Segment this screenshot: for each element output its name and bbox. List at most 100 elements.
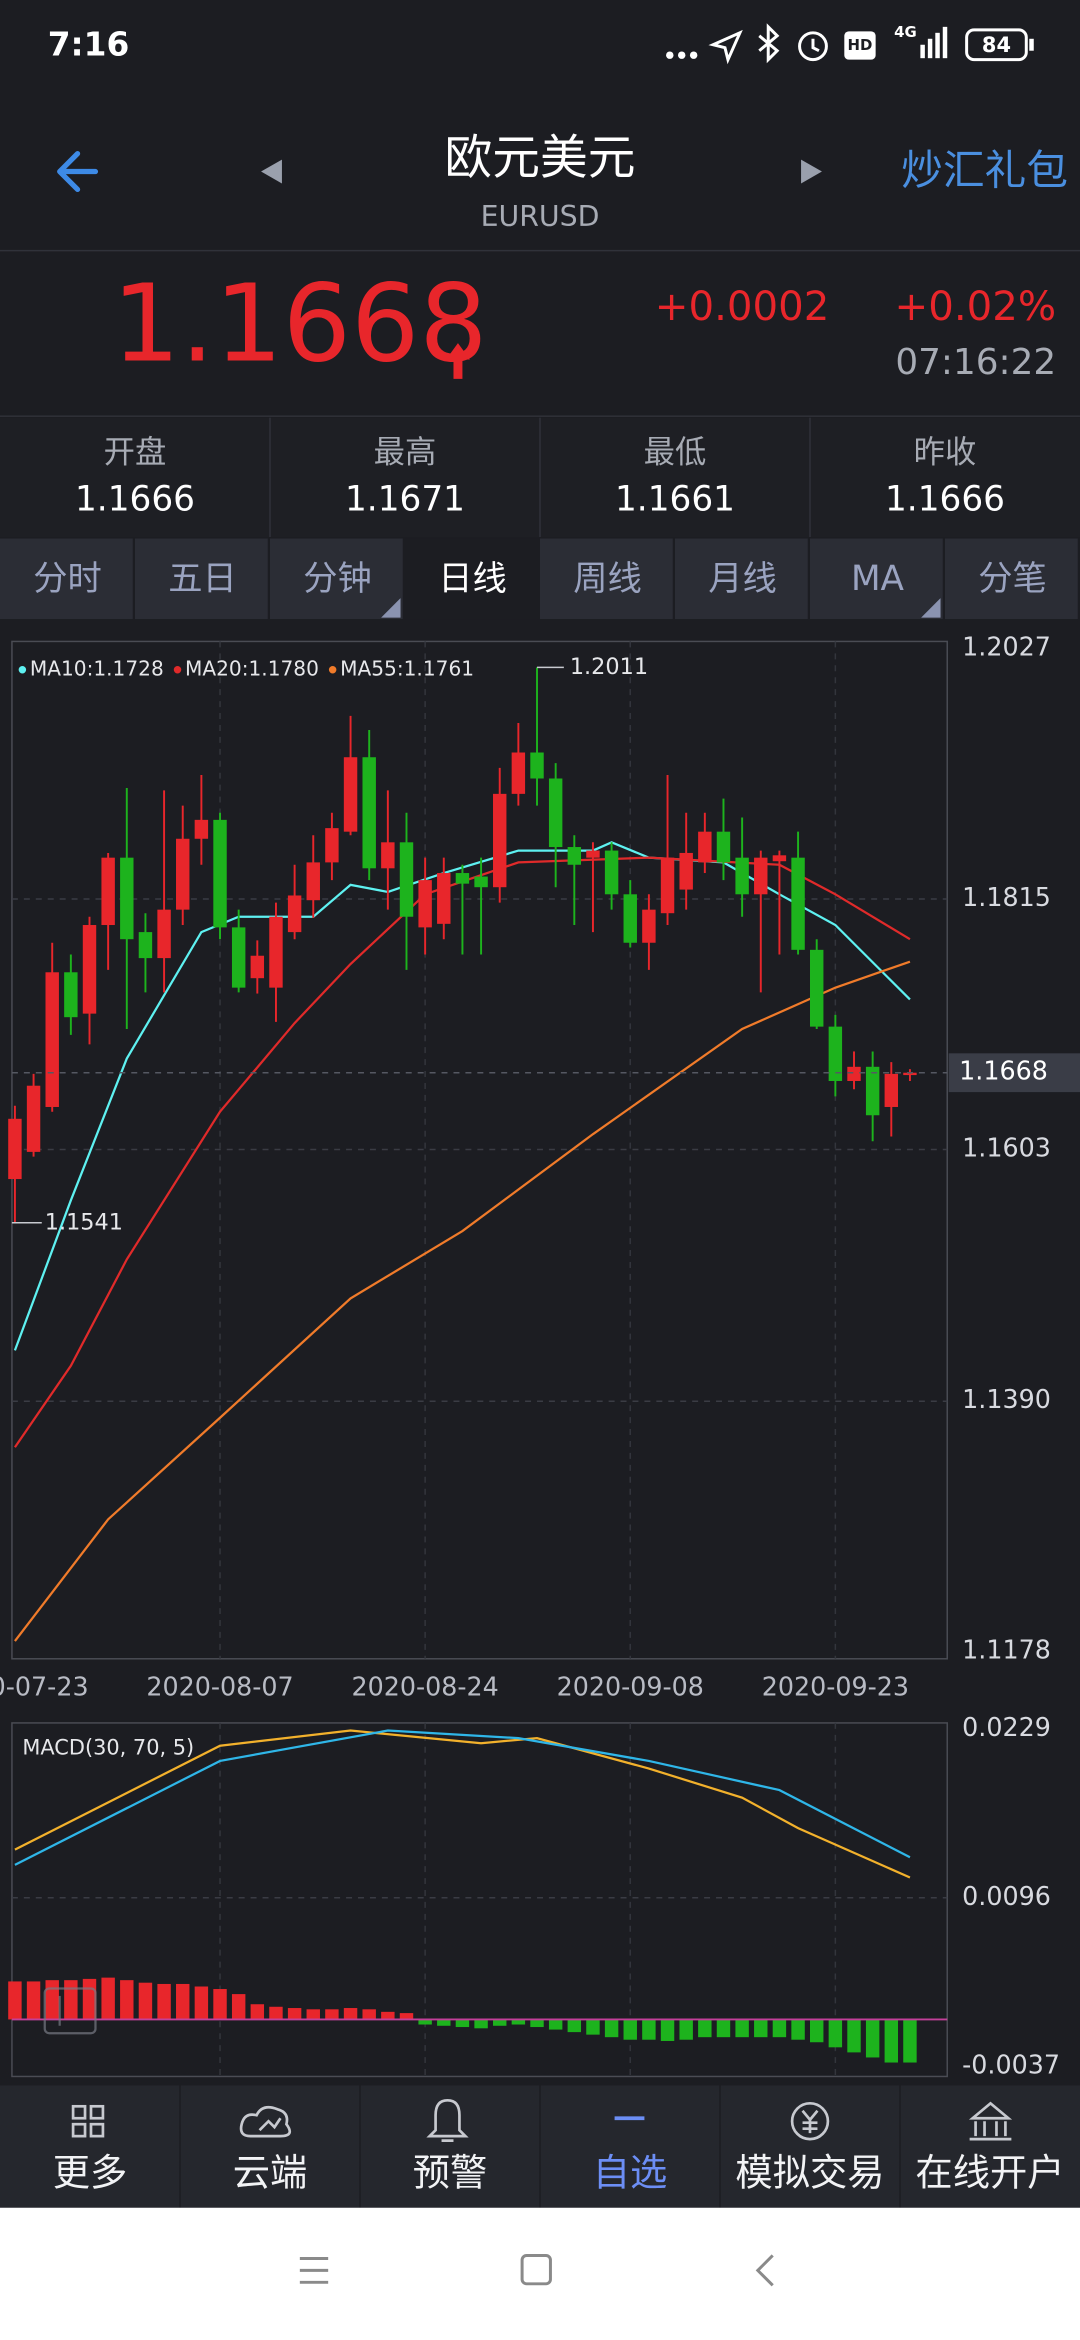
stat-label: 开盘 — [104, 434, 167, 470]
macd-bar — [343, 2008, 358, 2020]
macd-bar — [604, 2019, 619, 2038]
nav-item[interactable]: 云端 — [233, 2150, 308, 2194]
symbol: EURUSD — [481, 200, 600, 233]
quote-time: 07:16:22 — [895, 342, 1056, 383]
macd-bar — [884, 2019, 899, 2063]
legend-label: MA20:1.1780 — [185, 656, 319, 680]
macd-bar — [101, 1977, 115, 2020]
candle-body — [679, 852, 693, 890]
macd-bar — [530, 2019, 544, 2028]
ma-line — [14, 960, 911, 1642]
candle-body — [362, 757, 376, 869]
system-buttons[interactable] — [299, 2253, 774, 2287]
candle-body — [269, 916, 283, 988]
candle-body — [903, 1072, 917, 1076]
tab-label: 分时 — [33, 559, 102, 599]
x-tick-label: 2020-09-23 — [762, 1672, 909, 1702]
candle-body — [828, 1026, 843, 1081]
nav-item[interactable]: 在线开户 — [915, 2150, 1064, 2194]
macd-bar — [511, 2019, 526, 2025]
macd-bar — [8, 1981, 22, 2020]
macd-bar — [64, 1980, 78, 2020]
macd-bar — [399, 2013, 414, 2020]
status-time: 7:16 — [48, 26, 130, 64]
macd-bar — [660, 2019, 675, 2041]
candle-body — [530, 752, 544, 779]
candle-body — [884, 1073, 899, 1107]
toggle-icon[interactable] — [43, 1987, 97, 2035]
stat-value: 1.1671 — [345, 480, 465, 520]
candle-body — [82, 925, 97, 1014]
macd-title: MACD(30, 70, 5) — [22, 1735, 194, 1759]
macd-chart: 0.0229 0.0096 -0.0037 MACD(30, 70, 5) — [8, 1712, 1060, 2079]
y-tick-label: 0.0096 — [962, 1881, 1051, 1911]
gift-link[interactable]: 炒汇礼包 — [901, 146, 1068, 195]
tab-label: 月线 — [708, 559, 777, 599]
tab-label: 周线 — [573, 559, 642, 599]
last-price-label: 1.1668 — [959, 1056, 1048, 1086]
candle-body — [474, 876, 488, 888]
candle-body — [735, 857, 749, 895]
status-hd: HD — [848, 36, 873, 54]
x-tick-label: 2020-08-24 — [351, 1672, 498, 1702]
macd-line — [14, 1729, 911, 1866]
tab[interactable] — [135, 538, 268, 620]
macd-bar — [213, 1989, 227, 2020]
stat-value: 1.1666 — [885, 480, 1005, 520]
nav-item[interactable]: 预警 — [413, 2150, 488, 2194]
back-button[interactable] — [57, 151, 99, 193]
y-tick-label: 1.1815 — [962, 882, 1051, 912]
nav-item[interactable]: 自选 — [593, 2150, 668, 2194]
macd-bar — [45, 1980, 59, 2020]
candle-body — [194, 819, 209, 839]
macd-bar — [474, 2019, 488, 2029]
macd-bar — [381, 2011, 395, 2020]
tabs: 分时 五日 分钟 日线 周线 月线 MA 分笔 — [0, 538, 1078, 620]
candle-body — [493, 793, 507, 888]
tab-label: 分钟 — [303, 559, 372, 599]
candle-body — [120, 857, 134, 940]
macd-bar — [903, 2019, 917, 2063]
tab-active[interactable] — [405, 538, 540, 620]
title: 欧元美元 — [445, 131, 636, 186]
x-tick-label: 2020-08-07 — [146, 1672, 293, 1702]
ma-line — [13, 856, 911, 1448]
nav-item[interactable]: 模拟交易 — [735, 2150, 884, 2194]
macd-bar — [567, 2019, 582, 2033]
prev-button[interactable] — [261, 159, 282, 184]
macd-bar — [120, 1980, 134, 2020]
tab-label: 分笔 — [978, 559, 1047, 599]
candle-body — [865, 1066, 880, 1116]
candle-body — [138, 932, 153, 959]
tab-label: MA — [851, 559, 905, 599]
tab-label: 五日 — [168, 559, 237, 599]
candle-body — [586, 850, 600, 858]
candle-body — [418, 880, 432, 928]
candle-body — [213, 819, 227, 928]
nav-item[interactable]: 更多 — [53, 2150, 128, 2194]
candle-body — [8, 1118, 22, 1180]
macd-bar — [82, 1978, 97, 2020]
macd-bar — [735, 2019, 749, 2038]
macd-bar — [828, 2019, 843, 2048]
stat-label: 最低 — [644, 434, 707, 470]
price-chart: 1.2027 1.1815 1.1603 1.1390 1.1178 2020-07-23… — [0, 632, 1080, 2077]
next-button[interactable] — [801, 159, 822, 184]
macd-bar — [493, 2019, 507, 2026]
macd-bar — [325, 2009, 339, 2020]
tab[interactable] — [0, 538, 133, 620]
tab[interactable] — [944, 538, 1078, 620]
macd-bar — [772, 2019, 787, 2038]
candle-body — [176, 838, 190, 910]
legend-dot — [328, 666, 337, 674]
tab[interactable] — [675, 538, 808, 620]
tab[interactable] — [270, 538, 403, 620]
y-tick-label: 1.1178 — [962, 1635, 1051, 1665]
tab[interactable] — [540, 538, 673, 620]
candle-body — [698, 831, 712, 863]
candle-body — [325, 828, 339, 863]
candle-body — [791, 857, 805, 950]
candle-body — [437, 873, 451, 924]
tab[interactable] — [809, 538, 943, 620]
